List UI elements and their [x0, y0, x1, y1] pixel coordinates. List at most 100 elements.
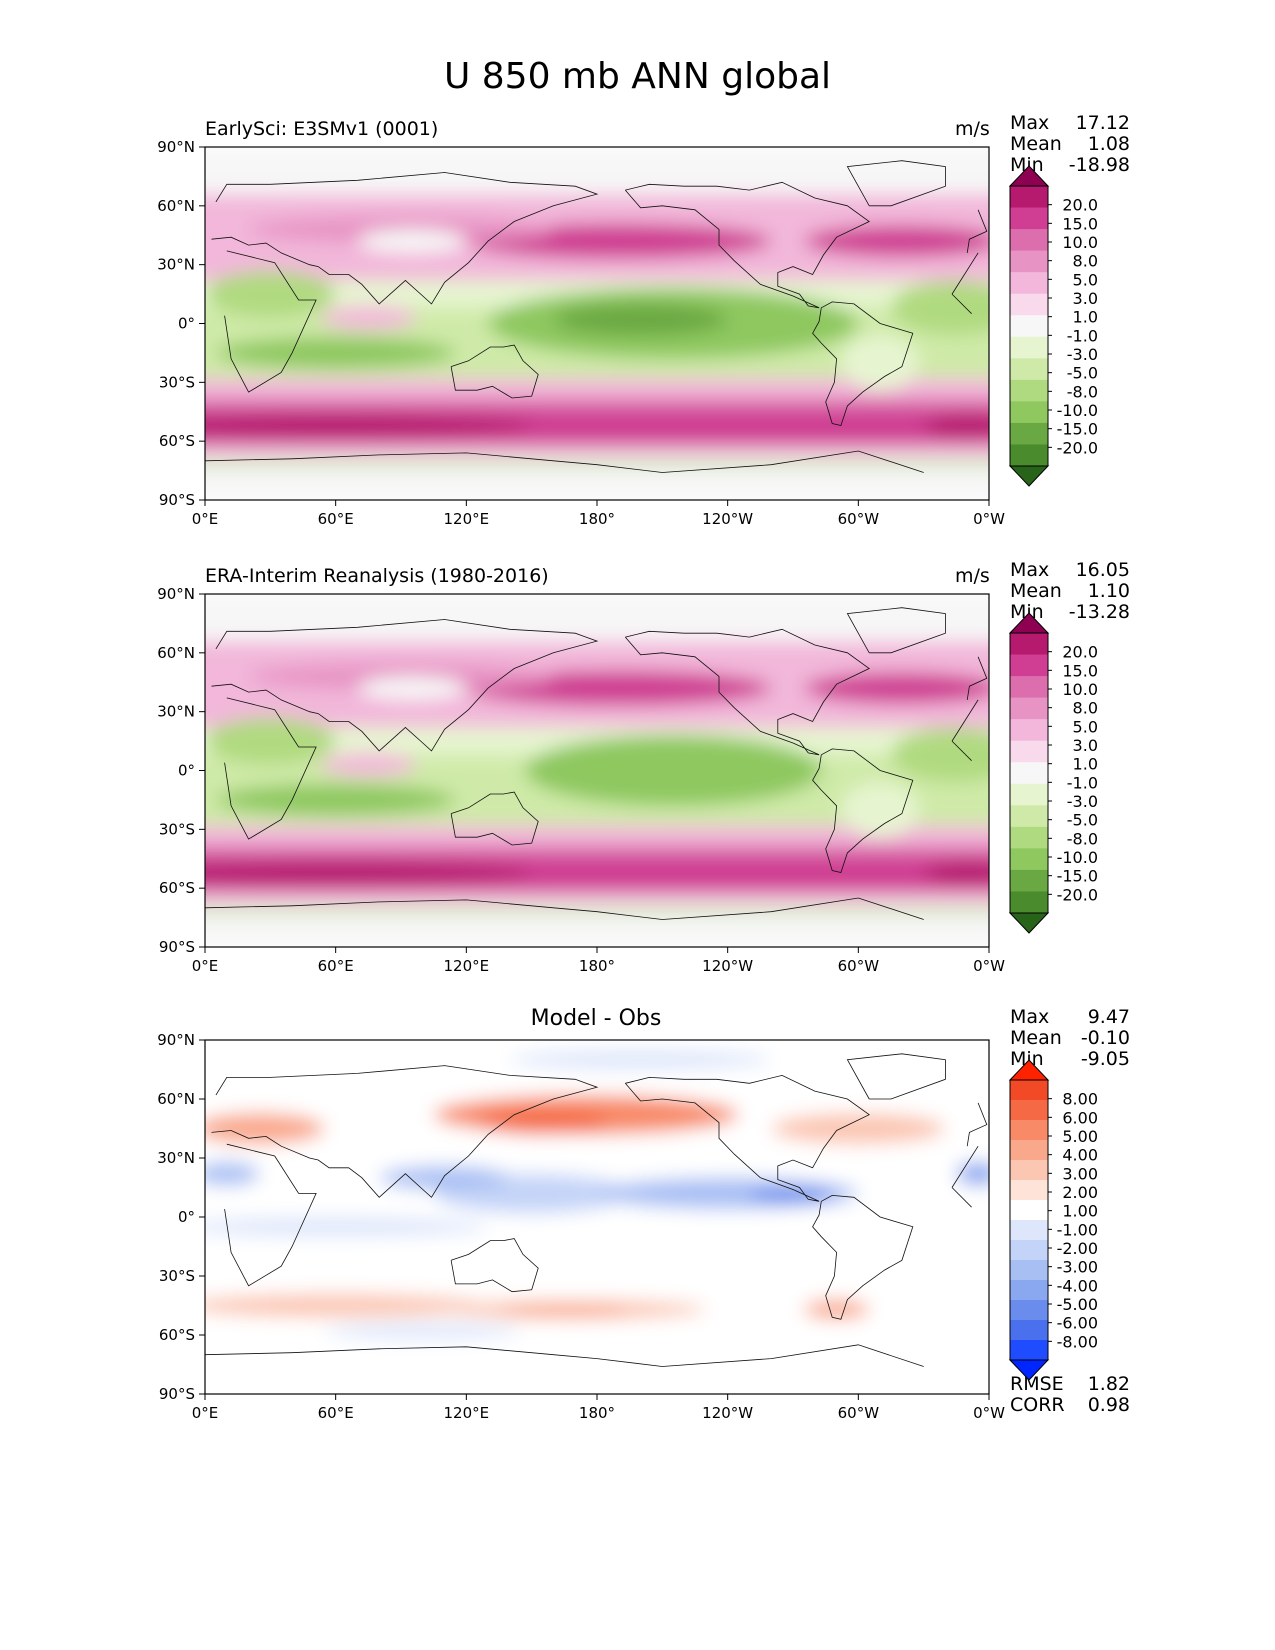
field-region [379, 1165, 510, 1190]
colorbar-segment [1010, 869, 1048, 892]
x-tick-label: 180° [579, 957, 615, 975]
field-region [205, 892, 989, 904]
colorbar-label: -1.0 [1067, 773, 1098, 792]
field-region [553, 750, 728, 783]
coastline [211, 619, 988, 752]
colorbar-segment [1010, 1140, 1048, 1161]
stat-label: Mean [1010, 1027, 1062, 1049]
colorbar-frame [1009, 632, 1049, 914]
panel-1-title: EarlySci: E3SMv1 (0001) [205, 118, 439, 140]
coastline [211, 1065, 988, 1198]
coastline [846, 1053, 946, 1100]
stat-label: Mean [1010, 580, 1062, 602]
field-region [923, 860, 989, 885]
coastline [624, 181, 870, 309]
colorbar-segment [1010, 1100, 1048, 1121]
colorbar-segment [1010, 207, 1048, 230]
colorbar-label: -15.0 [1057, 420, 1098, 439]
coastline [211, 172, 988, 305]
colorbar-segment [1010, 697, 1048, 720]
field-region [205, 378, 989, 399]
panel-1-units: m/s [955, 118, 990, 140]
x-tick-label: 0°E [192, 1404, 219, 1422]
colorbar-label: -5.0 [1067, 811, 1098, 830]
field-region [215, 337, 456, 369]
coastline [205, 1344, 924, 1367]
field-region [891, 727, 989, 783]
x-tick-label: 180° [579, 1404, 615, 1422]
field-region [956, 1161, 989, 1186]
panel-2-title: ERA-Interim Reanalysis (1980-2016) [205, 565, 549, 587]
colorbar-label: -5.00 [1057, 1295, 1098, 1314]
stat-value: 9.47 [1087, 1006, 1130, 1028]
colorbar-label: -10.0 [1057, 401, 1098, 420]
colorbar-label: 6.00 [1062, 1108, 1098, 1127]
field-region [205, 860, 532, 885]
stat-value: 1.10 [1087, 580, 1130, 602]
x-tick-label: 120°W [702, 510, 753, 528]
field-region [803, 672, 989, 704]
colorbar-extend-min [1008, 912, 1050, 934]
x-tick-label: 0°W [973, 957, 1005, 975]
stat-value: 1.08 [1087, 133, 1130, 155]
y-tick-label: 0° [178, 315, 195, 333]
coastline [224, 250, 979, 393]
panel-1-model-map: 0°E 60°E 120°E 180° 120°W 60°W 0°W 90°N 60°N 30°N… [157, 138, 1098, 528]
colorbar-segment [1010, 379, 1048, 402]
colorbar-label: 3.0 [1073, 289, 1098, 308]
panel-3-difference-map: 0°E 60°E 120°E 180° 120°W 60°W 0°W 90°N 60°N 30°N… [157, 1031, 1098, 1422]
colorbar-segment [1010, 719, 1048, 742]
colorbar-segment [1010, 654, 1048, 677]
colorbar-segment [1010, 250, 1048, 273]
colorbar-segment [1010, 1180, 1048, 1201]
y-tick-label: 90°S [159, 938, 195, 956]
y-tick-label: 0° [178, 762, 195, 780]
colorbar-segment [1010, 1320, 1048, 1341]
metric-value: 0.98 [1087, 1394, 1130, 1416]
coastline [450, 791, 539, 846]
coastline [224, 697, 979, 840]
colorbar-label: 15.0 [1062, 661, 1098, 680]
colorbar-segment [1010, 1280, 1048, 1301]
colorbar-segment [1010, 1200, 1048, 1221]
colorbar-segment [1010, 1160, 1048, 1181]
field-region [803, 1299, 870, 1320]
y-tick-label: 30°S [159, 373, 195, 391]
colorbar-label: -5.0 [1067, 364, 1098, 383]
stat-label: Max [1010, 559, 1050, 581]
colorbar-label: 8.00 [1062, 1090, 1098, 1109]
coastline [812, 301, 914, 426]
y-tick-label: 90°S [159, 1385, 195, 1403]
field-region [205, 445, 989, 457]
colorbar-label: -20.0 [1057, 885, 1098, 904]
colorbar-segment [1010, 1120, 1048, 1141]
field-region [509, 1049, 772, 1070]
y-tick-label: 30°S [159, 1267, 195, 1285]
x-tick-label: 60°W [838, 957, 880, 975]
colorbar-label: 4.00 [1062, 1146, 1098, 1165]
field-region [477, 1110, 608, 1135]
colorbar-segment [1010, 633, 1048, 656]
y-tick-label: 30°N [157, 1149, 195, 1167]
field-region [771, 1112, 946, 1145]
colorbar-segment [1010, 315, 1048, 338]
stat-value: -13.28 [1068, 601, 1130, 623]
field-region [205, 907, 989, 914]
stat-value: -9.05 [1080, 1048, 1130, 1070]
colorbar-label: 2.00 [1062, 1183, 1098, 1202]
coastline [812, 1194, 914, 1320]
colorbar-segment [1010, 1080, 1048, 1101]
x-tick-label: 60°W [838, 1404, 880, 1422]
field-region [205, 1161, 260, 1186]
field-fill [205, 147, 989, 500]
field-region [205, 845, 989, 857]
field-region [840, 782, 920, 838]
coastlines [205, 607, 988, 920]
colorbar-segment [1010, 293, 1048, 316]
colorbar-label: -3.0 [1067, 345, 1098, 364]
x-tick-label: 120°E [444, 1404, 490, 1422]
colorbar-label: 10.0 [1062, 680, 1098, 699]
colorbar-label: -3.0 [1067, 792, 1098, 811]
colorbar-segment [1010, 1300, 1048, 1321]
x-tick-label: 120°E [444, 957, 490, 975]
